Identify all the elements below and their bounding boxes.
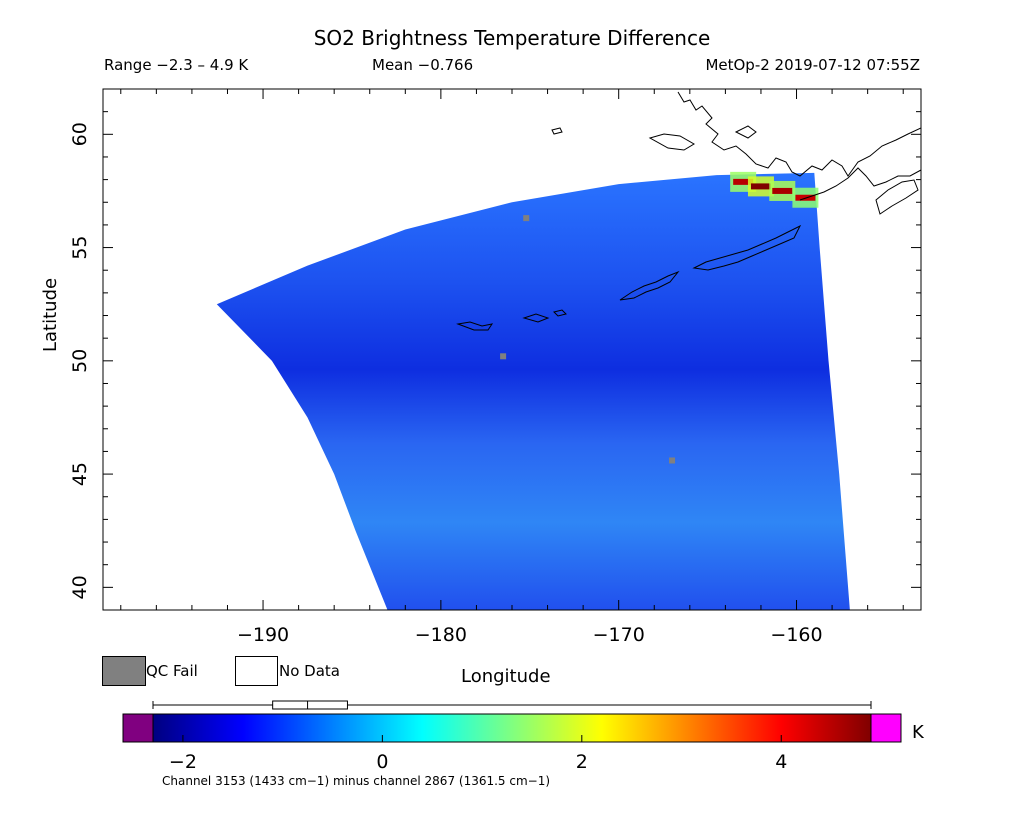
qc-fail-label: QC Fail xyxy=(146,662,198,680)
channel-caption: Channel 3153 (1433 cm−1) minus channel 2… xyxy=(162,774,551,788)
value-boxplot xyxy=(152,700,872,710)
hotspot-1 xyxy=(733,178,754,185)
coastline-alaska xyxy=(677,91,921,177)
qc-fail-swatch xyxy=(102,656,146,686)
colorbar-tick-label: 0 xyxy=(376,751,388,773)
coastline-island-kodiak xyxy=(875,179,919,215)
coastline-aleutian-west-1 xyxy=(522,313,550,323)
y-tick-label: 50 xyxy=(69,349,91,373)
coastline-island-2 xyxy=(734,125,757,139)
qc-fail-point-3 xyxy=(669,457,676,464)
range-label: Range −2.3 – 4.9 K xyxy=(104,56,249,74)
no-data-swatch xyxy=(235,656,278,686)
x-tick-label: −180 xyxy=(415,624,467,646)
colorbar-under-swatch xyxy=(122,713,154,743)
x-tick-label: −160 xyxy=(770,624,822,646)
chart-title: SO2 Brightness Temperature Difference xyxy=(313,26,711,50)
qc-fail-point-1 xyxy=(523,215,530,222)
y-tick-label: 40 xyxy=(69,575,91,599)
y-tick-label: 60 xyxy=(69,122,91,146)
coastline-aleutian-west-3 xyxy=(553,309,567,317)
x-axis-label: Longitude xyxy=(461,666,551,687)
swath-area xyxy=(216,172,850,610)
y-tick-label: 55 xyxy=(69,235,91,259)
coastline-island-1 xyxy=(648,133,695,151)
hotspot-3 xyxy=(772,187,793,194)
coastline-aleutian-east xyxy=(692,224,802,271)
coastline-aleutian-west-2 xyxy=(456,321,494,331)
colorbar-unit: K xyxy=(912,722,925,743)
x-tick-label: −190 xyxy=(237,624,289,646)
hotspot-2 xyxy=(750,183,771,190)
no-data-label: No Data xyxy=(279,662,340,680)
coastline-aleutian-mid xyxy=(619,270,680,301)
platform-time-label: MetOp-2 2019-07-12 07:55Z xyxy=(705,56,920,74)
boxplot-box xyxy=(272,700,348,710)
qc-fail-point-2 xyxy=(500,353,507,360)
colorbar-tick-label: 2 xyxy=(576,751,588,773)
mean-label: Mean −0.766 xyxy=(372,56,474,74)
x-tick-label: −170 xyxy=(593,624,645,646)
colorbar-tick-label: −2 xyxy=(169,751,197,773)
colorbar-tick-label: 4 xyxy=(775,751,787,773)
y-tick-label: 45 xyxy=(69,462,91,486)
coastline-peninsula xyxy=(799,167,921,201)
colorbar-over-swatch xyxy=(870,713,902,743)
colorbar-gradient xyxy=(152,713,872,743)
coastline-pribilof xyxy=(551,127,563,135)
